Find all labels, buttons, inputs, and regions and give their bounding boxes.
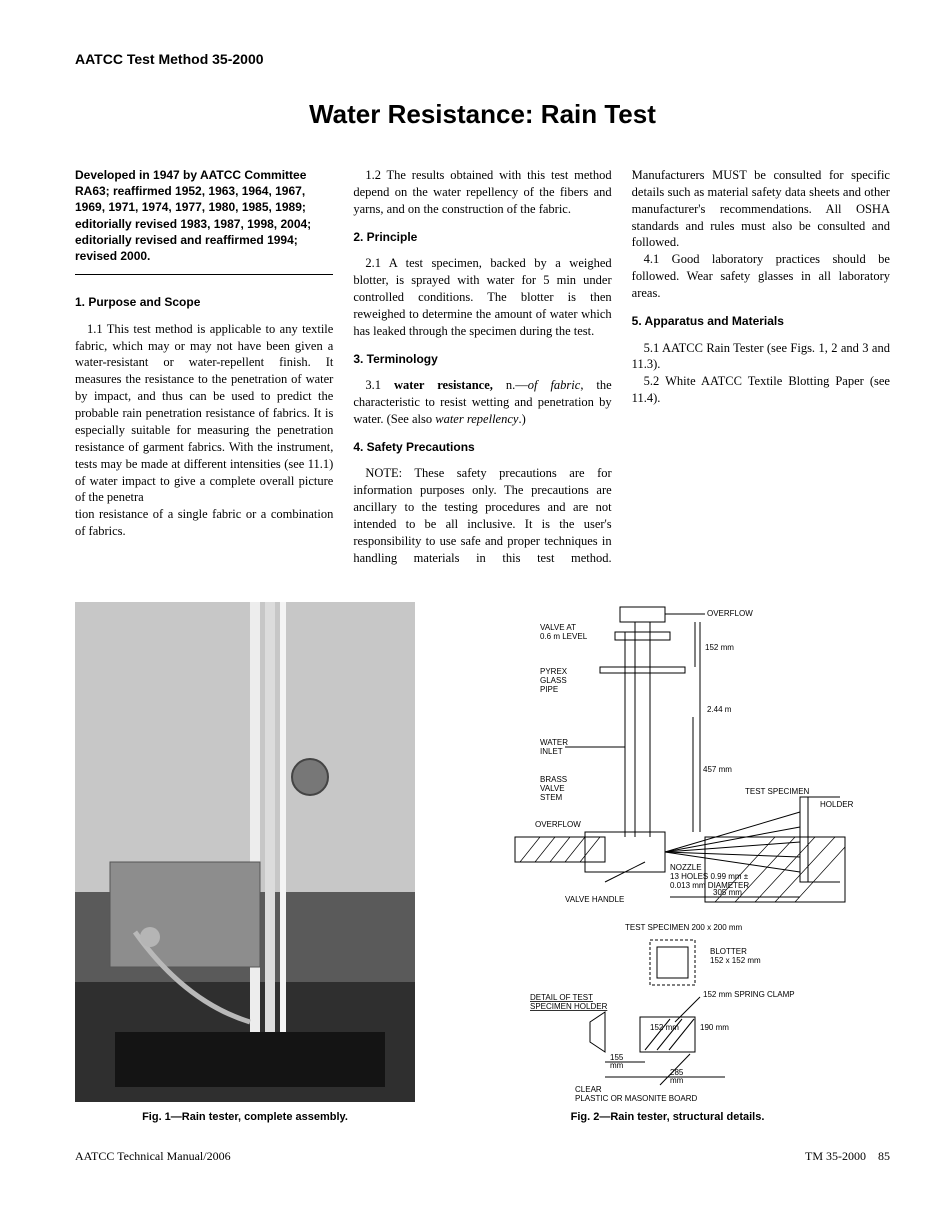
page-footer: AATCC Technical Manual/2006 TM 35-2000 8…	[75, 1149, 890, 1165]
footer-right-b: 85	[878, 1149, 890, 1163]
svg-text:TEST SPECIMEN 200 x 200 mm: TEST SPECIMEN 200 x 200 mm	[625, 923, 743, 932]
para-3-1-g: .)	[518, 412, 525, 426]
footer-right-a: TM 35-2000	[805, 1149, 866, 1163]
svg-text:152 mm: 152 mm	[705, 643, 734, 652]
para-3-1-f: water repellency	[435, 412, 518, 426]
svg-text:OVERFLOW: OVERFLOW	[707, 609, 753, 618]
svg-text:PYREXGLASSPIPE: PYREXGLASSPIPE	[540, 667, 568, 694]
para-1-2: 1.2 The results obtained with this test …	[353, 167, 611, 218]
footer-left: AATCC Technical Manual/2006	[75, 1149, 231, 1165]
svg-text:TEST SPECIMEN: TEST SPECIMEN	[745, 787, 810, 796]
figure-1-photo	[75, 602, 415, 1102]
svg-text:285mm: 285mm	[670, 1068, 684, 1085]
svg-text:HOLDER: HOLDER	[820, 800, 854, 809]
svg-text:155mm: 155mm	[610, 1053, 624, 1070]
figure-2: OVERFLOW VALVE AT0.6 m LEVEL PYREXGLASSP…	[445, 602, 890, 1124]
figures-row: Fig. 1—Rain tester, complete assembly.	[75, 602, 890, 1124]
svg-text:BRASSVALVESTEM: BRASSVALVESTEM	[540, 775, 567, 802]
intro-block: Developed in 1947 by AATCC Committee RA6…	[75, 167, 333, 275]
svg-text:190 mm: 190 mm	[700, 1023, 729, 1032]
section-1-heading: 1. Purpose and Scope	[75, 295, 333, 311]
section-3-heading: 3. Terminology	[353, 352, 611, 368]
footer-right: TM 35-2000 85	[805, 1149, 890, 1165]
para-3-1-d: of fabric	[528, 378, 581, 392]
para-3-1-b: water resistance,	[394, 378, 493, 392]
para-2-1: 2.1 A test specimen, backed by a weighed…	[353, 255, 611, 339]
svg-text:DETAIL OF TESTSPECIMEN HOLDER: DETAIL OF TESTSPECIMEN HOLDER	[530, 993, 608, 1011]
svg-text:457 mm: 457 mm	[703, 765, 732, 774]
svg-text:VALVE AT0.6 m LEVEL: VALVE AT0.6 m LEVEL	[540, 623, 588, 641]
section-5-heading: 5. Apparatus and Materials	[632, 314, 890, 330]
para-5-1: 5.1 AATCC Rain Tester (see Figs. 1, 2 an…	[632, 340, 890, 374]
main-title: Water Resistance: Rain Test	[75, 98, 890, 132]
svg-text:152 mm SPRING CLAMP: 152 mm SPRING CLAMP	[703, 990, 795, 999]
svg-text:NOZZLE13 HOLES 0.99 mm ±0.013: NOZZLE13 HOLES 0.99 mm ±0.013 mm DIAMETE…	[670, 863, 749, 890]
svg-text:VALVE HANDLE: VALVE HANDLE	[565, 895, 624, 904]
para-1-1b: tion resistance of a single fabric or a …	[75, 506, 333, 540]
para-1-1: 1.1 This test method is applicable to an…	[75, 321, 333, 507]
svg-text:CLEARPLASTIC OR MASONITE BOARD: CLEARPLASTIC OR MASONITE BOARD	[575, 1085, 697, 1102]
svg-text:WATERINLET: WATERINLET	[540, 738, 568, 756]
figure-2-diagram: OVERFLOW VALVE AT0.6 m LEVEL PYREXGLASSP…	[445, 602, 890, 1102]
figure-1-caption: Fig. 1—Rain tester, complete assembly.	[75, 1110, 415, 1124]
body-columns: Developed in 1947 by AATCC Committee RA6…	[75, 167, 890, 567]
para-5-2: 5.2 White AATCC Textile Blotting Paper (…	[632, 373, 890, 407]
para-3-1-c: n.—	[493, 378, 528, 392]
para-3-1: 3.1 water resistance, n.—of fabric, the …	[353, 377, 611, 428]
section-4-heading: 4. Safety Precautions	[353, 440, 611, 456]
para-4-1: 4.1 Good laboratory practices should be …	[632, 251, 890, 302]
svg-text:BLOTTER152 x 152 mm: BLOTTER152 x 152 mm	[710, 947, 761, 965]
svg-text:2.44 m: 2.44 m	[707, 705, 732, 714]
svg-text:OVERFLOW: OVERFLOW	[535, 820, 581, 829]
figure-2-caption: Fig. 2—Rain tester, structural details.	[445, 1110, 890, 1124]
figure-1: Fig. 1—Rain tester, complete assembly.	[75, 602, 415, 1124]
header-code: AATCC Test Method 35-2000	[75, 50, 890, 68]
svg-text:152 mm: 152 mm	[650, 1023, 679, 1032]
section-2-heading: 2. Principle	[353, 230, 611, 246]
para-3-1-a: 3.1	[365, 378, 394, 392]
